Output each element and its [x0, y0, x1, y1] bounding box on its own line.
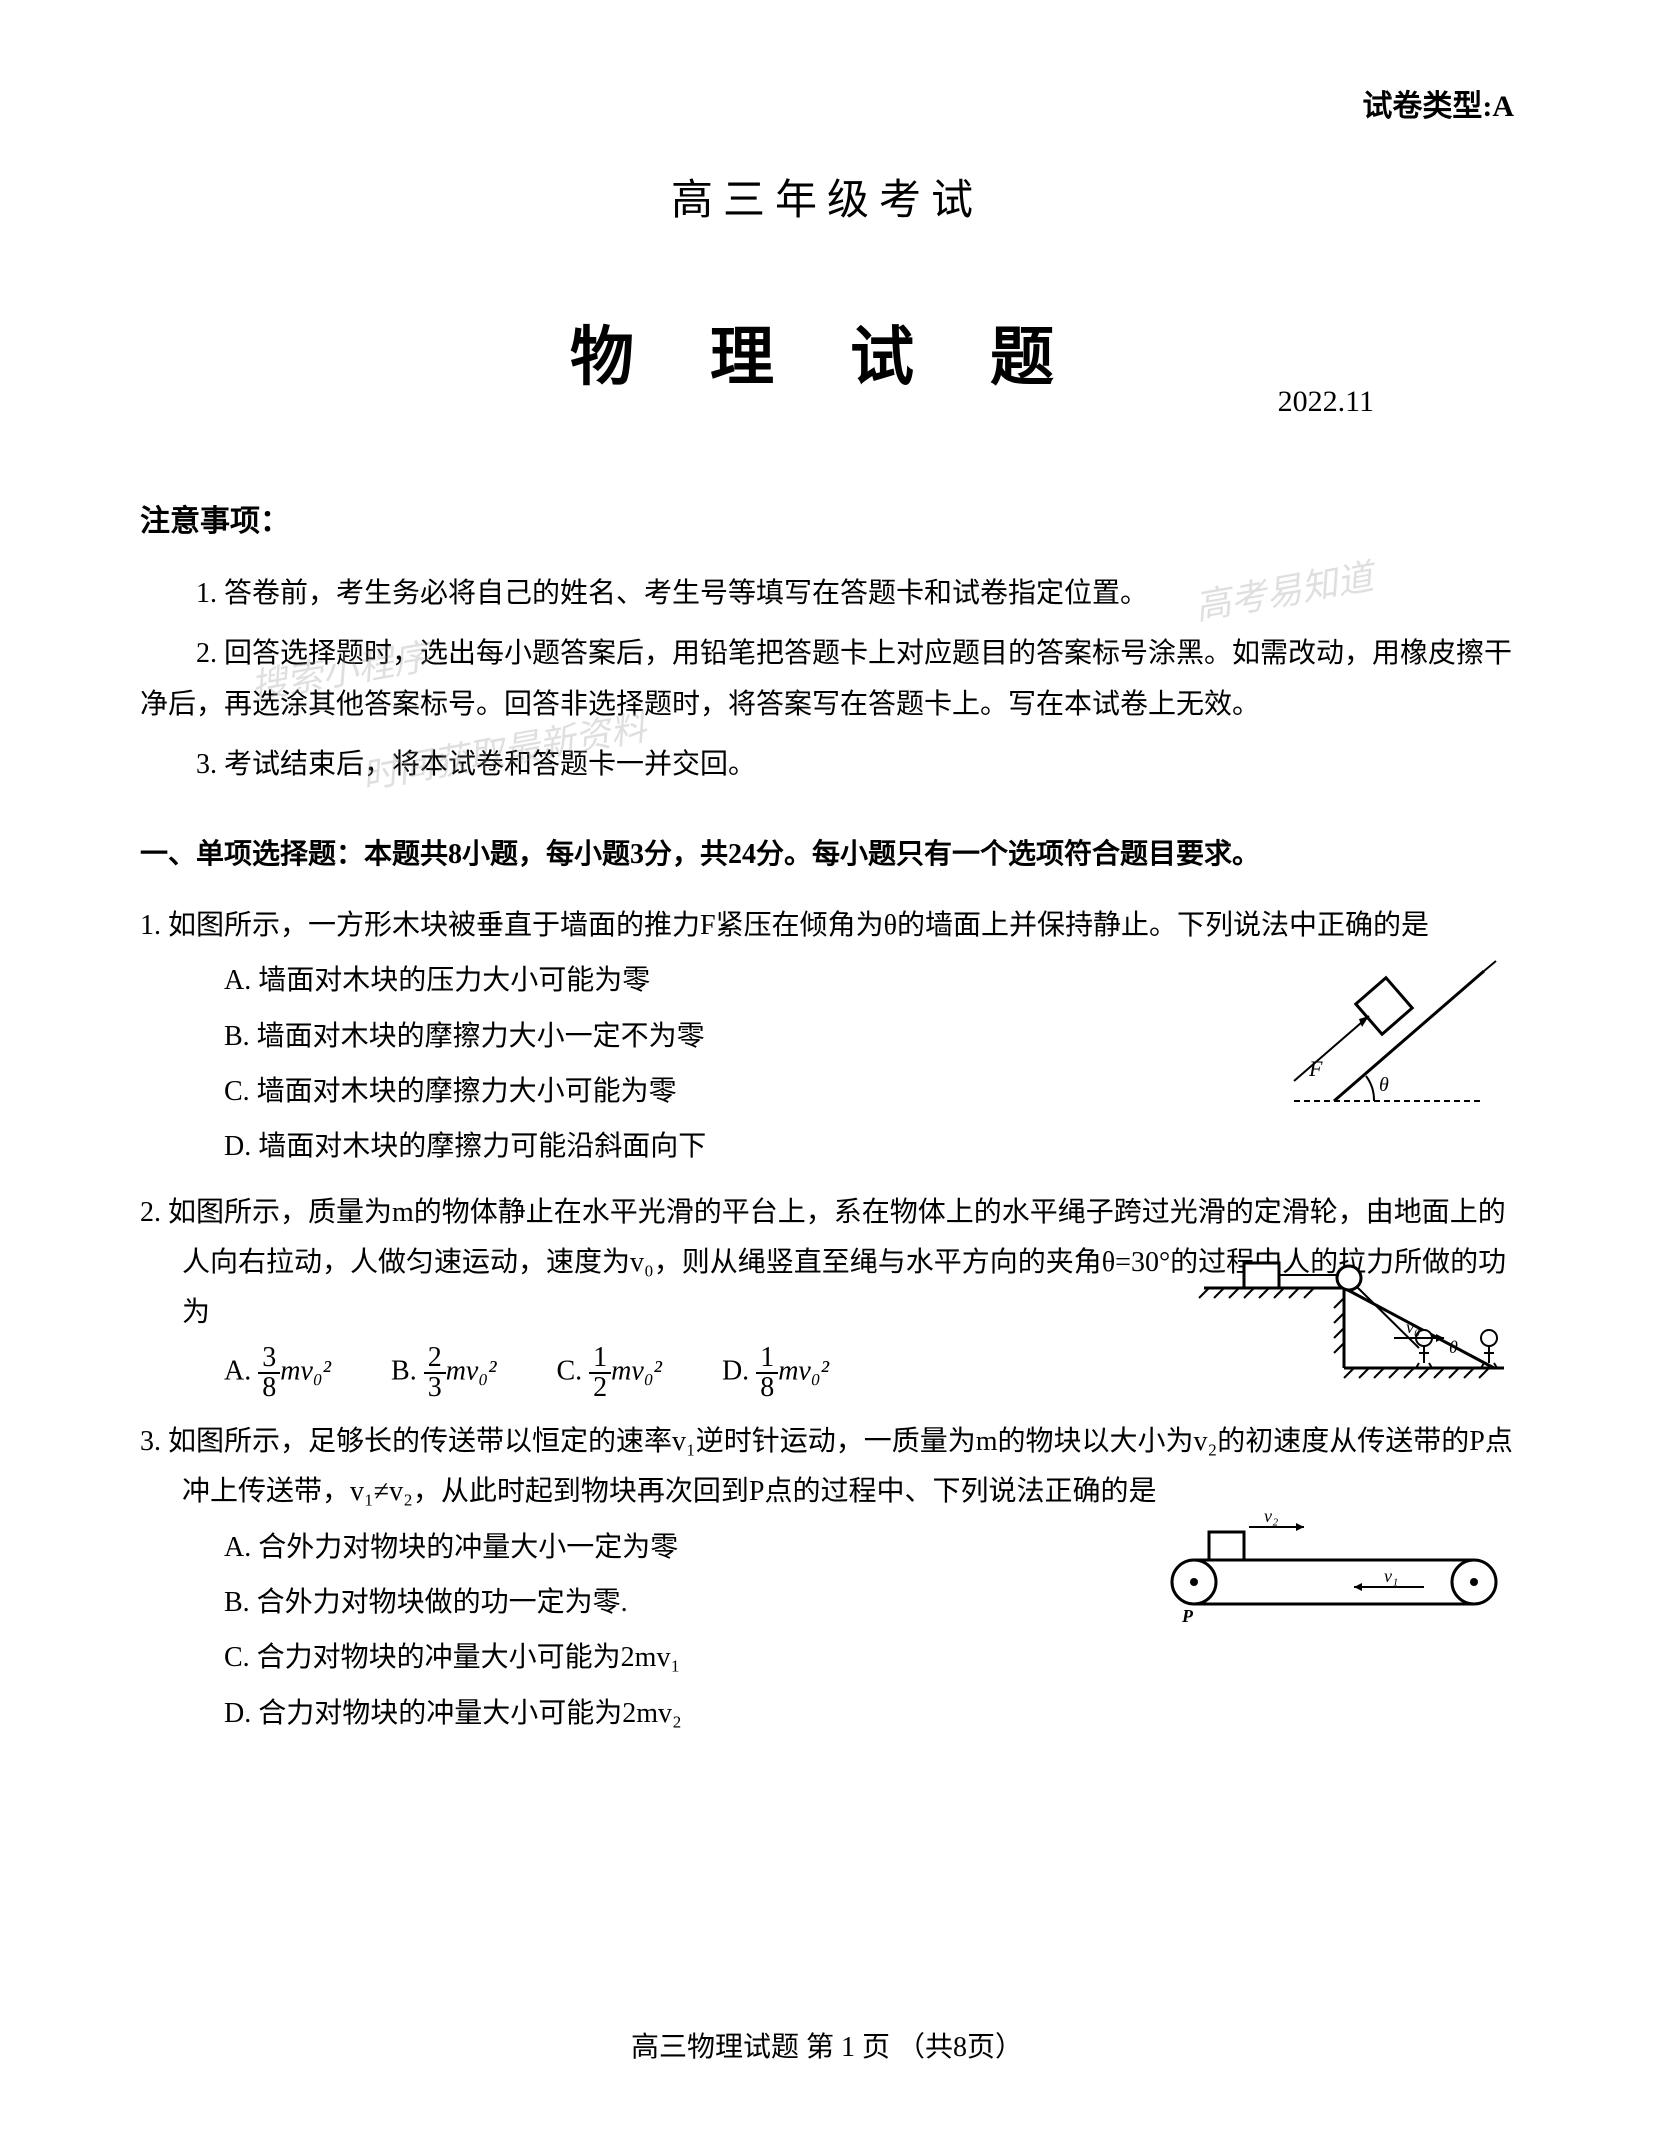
notice-item: 3. 考试结束后，将本试卷和答题卡一并交回。 — [140, 740, 1514, 790]
section-header: 一、单项选择题：本题共8小题，每小题3分，共24分。每小题只有一个选项符合题目要… — [140, 830, 1514, 880]
option: C. 合力对物块的冲量大小可能为2mv₁ — [140, 1633, 1514, 1683]
question-text: 3. 如图所示，足够长的传送带以恒定的速率v₁逆时针运动，一质量为m的物块以大小… — [140, 1417, 1514, 1518]
option: D. 18mv₀² — [722, 1344, 829, 1402]
question-2: 2. 如图所示，质量为m的物体静止在水平光滑的平台上，系在物体上的水平绳子跨过光… — [140, 1188, 1514, 1402]
svg-text:v₁: v₁ — [1384, 1566, 1398, 1586]
diagram-q1: F θ — [1234, 931, 1514, 1111]
svg-text:F: F — [1308, 1056, 1323, 1081]
diagram-q2: v₀ θ — [1194, 1238, 1514, 1388]
option: C. 12mv₀² — [556, 1344, 661, 1402]
svg-text:P: P — [1181, 1606, 1194, 1626]
question-1: 1. 如图所示，一方形木块被垂直于墙面的推力F紧压在倾角为θ的墙面上并保持静止。… — [140, 901, 1514, 1173]
svg-text:v₂: v₂ — [1264, 1507, 1278, 1526]
notice-title: 注意事项： — [140, 495, 1514, 549]
option: B. 23mv₀² — [391, 1344, 496, 1402]
page-footer: 高三物理试题 第 1 页 （共8页） — [0, 2023, 1654, 2073]
option: D. 合力对物块的冲量大小可能为2mv₂ — [140, 1689, 1514, 1739]
exam-date: 2022.11 — [1278, 375, 1374, 429]
option: D. 墙面对木块的摩擦力可能沿斜面向下 — [140, 1122, 1514, 1172]
paper-type: 试卷类型:A — [140, 80, 1514, 134]
notice-item: 1. 答卷前，考生务必将自己的姓名、考生号等填写在答题卡和试卷指定位置。 — [140, 569, 1514, 619]
svg-text:v₀: v₀ — [1406, 1317, 1420, 1337]
exam-level: 高三年级考试 — [140, 164, 1514, 240]
notice-item: 2. 回答选择题时，选出每小题答案后，用铅笔把答题卡上对应题目的答案标号涂黑。如… — [140, 629, 1514, 730]
svg-text:θ: θ — [1379, 1074, 1389, 1096]
diagram-q3: v₂ v₁ P — [1154, 1507, 1514, 1627]
question-3: 3. 如图所示，足够长的传送带以恒定的速率v₁逆时针运动，一质量为m的物块以大小… — [140, 1417, 1514, 1739]
svg-text:θ: θ — [1449, 1337, 1458, 1357]
option: A. 38mv₀² — [224, 1344, 331, 1402]
